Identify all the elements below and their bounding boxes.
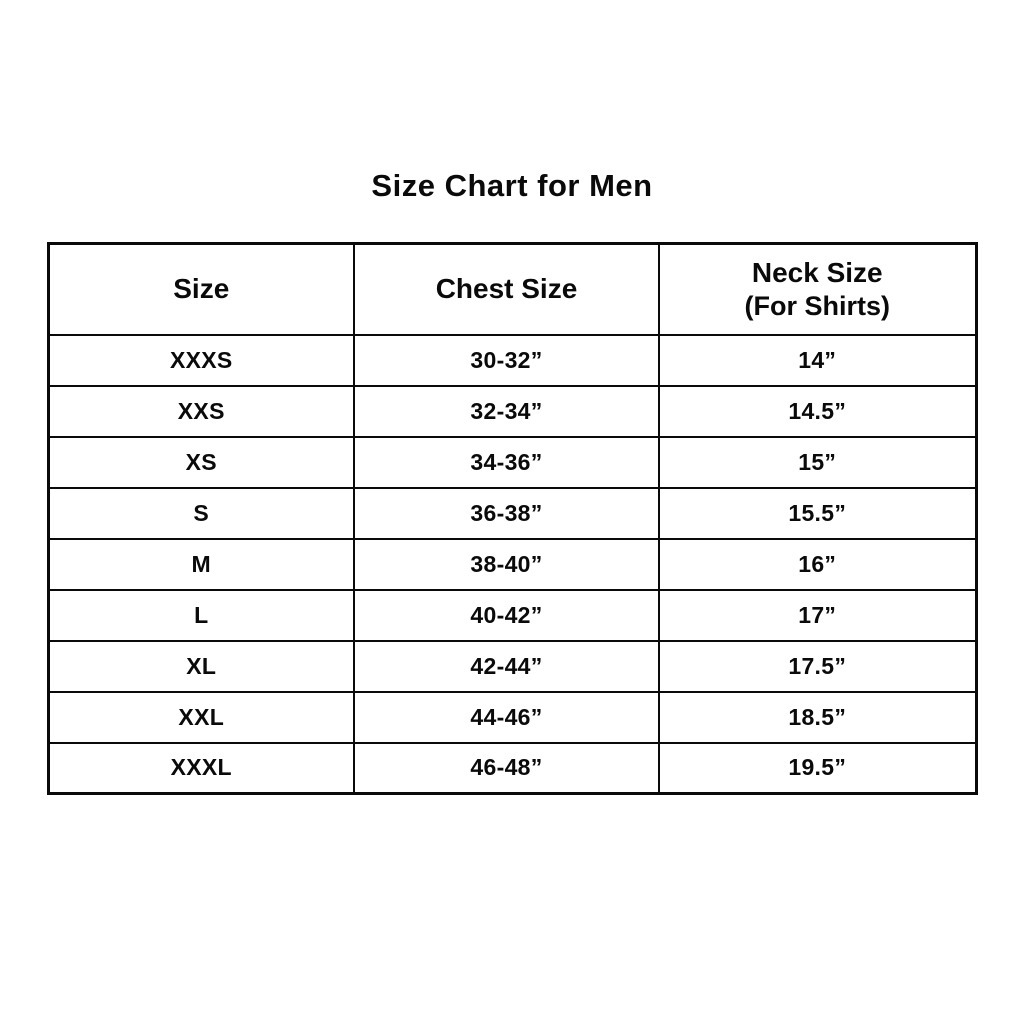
header-row: Size Chest Size Neck Size (For Shirts): [47, 242, 977, 336]
column-header-chest-size: Chest Size: [353, 242, 660, 336]
size-cell: XL: [47, 639, 355, 693]
size-cell: M: [47, 537, 355, 591]
size-cell: XXS: [47, 384, 355, 438]
neck-size-sublabel: (For Shirts): [744, 290, 891, 321]
size-chart-table: Size Chest Size Neck Size (For Shirts) X…: [46, 242, 978, 795]
neck-size-cell: 17”: [658, 588, 977, 642]
chest-size-cell: 32-34”: [353, 384, 660, 438]
table-row: XL 42-44” 17.5”: [47, 639, 977, 693]
chest-size-cell: 44-46”: [353, 690, 660, 744]
neck-size-cell: 15.5”: [658, 486, 977, 540]
chest-size-cell: 46-48”: [353, 741, 660, 795]
chest-size-cell: 38-40”: [353, 537, 660, 591]
neck-size-cell: 18.5”: [658, 690, 977, 744]
neck-size-cell: 14”: [658, 333, 977, 387]
size-cell: XXL: [47, 690, 355, 744]
neck-size-label: Neck Size: [751, 257, 883, 289]
size-cell: XXXL: [47, 741, 355, 795]
column-header-size: Size: [47, 242, 355, 336]
table-row: S 36-38” 15.5”: [47, 486, 977, 540]
chest-size-cell: 34-36”: [353, 435, 660, 489]
neck-size-cell: 17.5”: [658, 639, 977, 693]
neck-size-cell: 19.5”: [658, 741, 977, 795]
neck-size-cell: 15”: [658, 435, 977, 489]
size-cell: S: [47, 486, 355, 540]
neck-size-cell: 16”: [658, 537, 977, 591]
table-row: XS 34-36” 15”: [47, 435, 977, 489]
table-row: XXS 32-34” 14.5”: [47, 384, 977, 438]
neck-size-cell: 14.5”: [658, 384, 977, 438]
chest-size-cell: 30-32”: [353, 333, 660, 387]
size-cell: XXXS: [47, 333, 355, 387]
table-row: L 40-42” 17”: [47, 588, 977, 642]
chest-size-cell: 42-44”: [353, 639, 660, 693]
table-row: XXXS 30-32” 14”: [47, 333, 977, 387]
size-cell: L: [47, 588, 355, 642]
size-cell: XS: [47, 435, 355, 489]
chest-size-cell: 40-42”: [353, 588, 660, 642]
chest-size-cell: 36-38”: [353, 486, 660, 540]
table-row: XXL 44-46” 18.5”: [47, 690, 977, 744]
table-row: XXXL 46-48” 19.5”: [47, 741, 977, 795]
column-header-neck-size: Neck Size (For Shirts): [658, 242, 977, 336]
table-row: M 38-40” 16”: [47, 537, 977, 591]
page-title: Size Chart for Men: [371, 168, 653, 203]
